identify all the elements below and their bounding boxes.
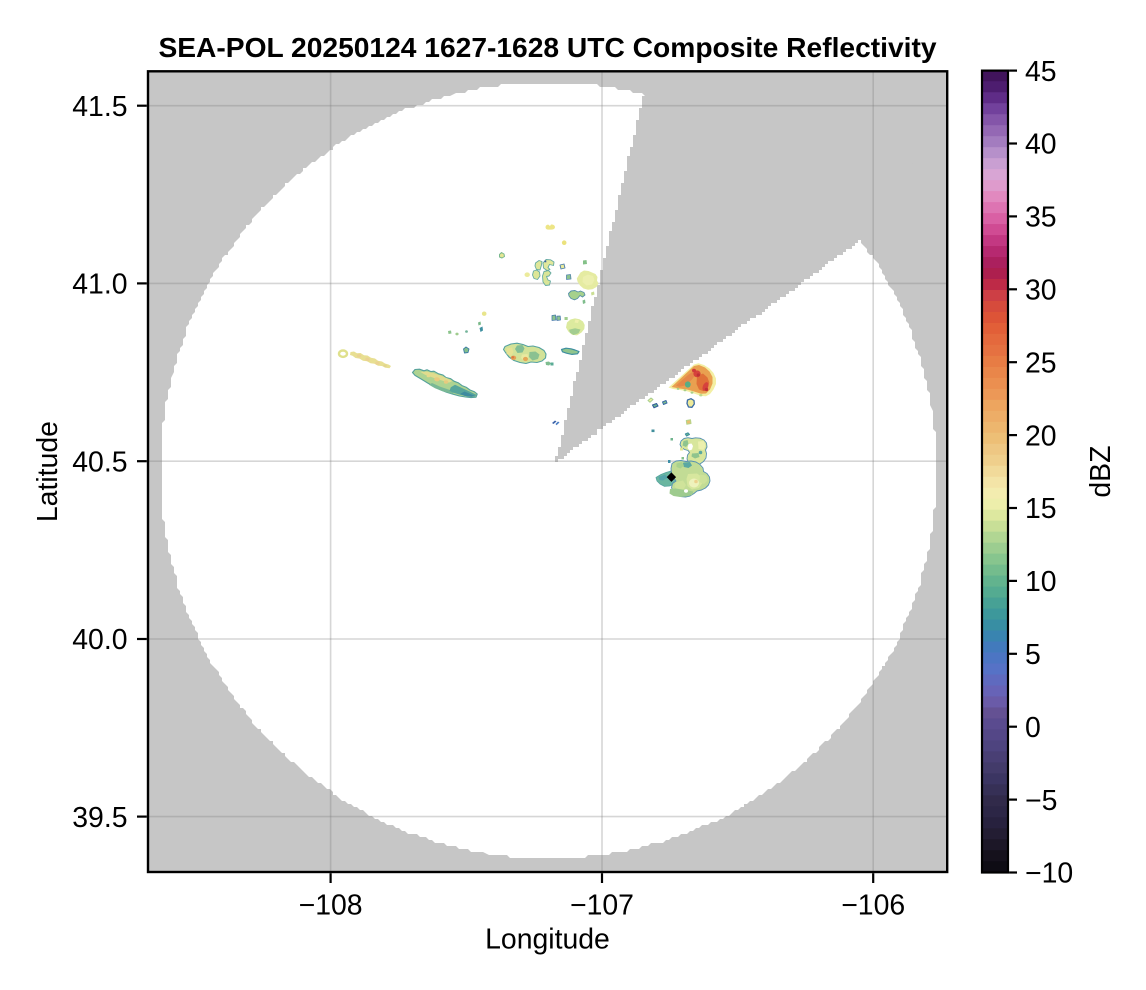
svg-text:0: 0 <box>1025 712 1041 744</box>
svg-text:−106: −106 <box>841 890 905 922</box>
svg-text:41.0: 41.0 <box>72 269 127 301</box>
svg-text:41.5: 41.5 <box>72 91 127 123</box>
svg-text:−108: −108 <box>299 890 363 922</box>
svg-text:10: 10 <box>1025 566 1057 598</box>
svg-text:35: 35 <box>1025 202 1057 234</box>
svg-text:25: 25 <box>1025 347 1057 379</box>
svg-text:−5: −5 <box>1025 785 1057 817</box>
svg-text:5: 5 <box>1025 639 1041 671</box>
svg-text:45: 45 <box>1025 56 1057 88</box>
svg-text:Longitude: Longitude <box>485 924 610 956</box>
svg-text:40: 40 <box>1025 129 1057 161</box>
svg-text:−10: −10 <box>1025 858 1073 890</box>
svg-text:40.5: 40.5 <box>72 446 127 478</box>
svg-text:40.0: 40.0 <box>72 624 127 656</box>
svg-text:Latitude: Latitude <box>32 421 64 522</box>
svg-text:dBZ: dBZ <box>1085 446 1117 498</box>
svg-text:SEA-POL 20250124 1627-1628 UTC: SEA-POL 20250124 1627-1628 UTC Composite… <box>158 31 936 63</box>
svg-text:30: 30 <box>1025 275 1057 307</box>
svg-text:15: 15 <box>1025 493 1057 525</box>
svg-text:39.5: 39.5 <box>72 802 127 834</box>
svg-text:20: 20 <box>1025 420 1057 452</box>
svg-text:−107: −107 <box>570 890 634 922</box>
